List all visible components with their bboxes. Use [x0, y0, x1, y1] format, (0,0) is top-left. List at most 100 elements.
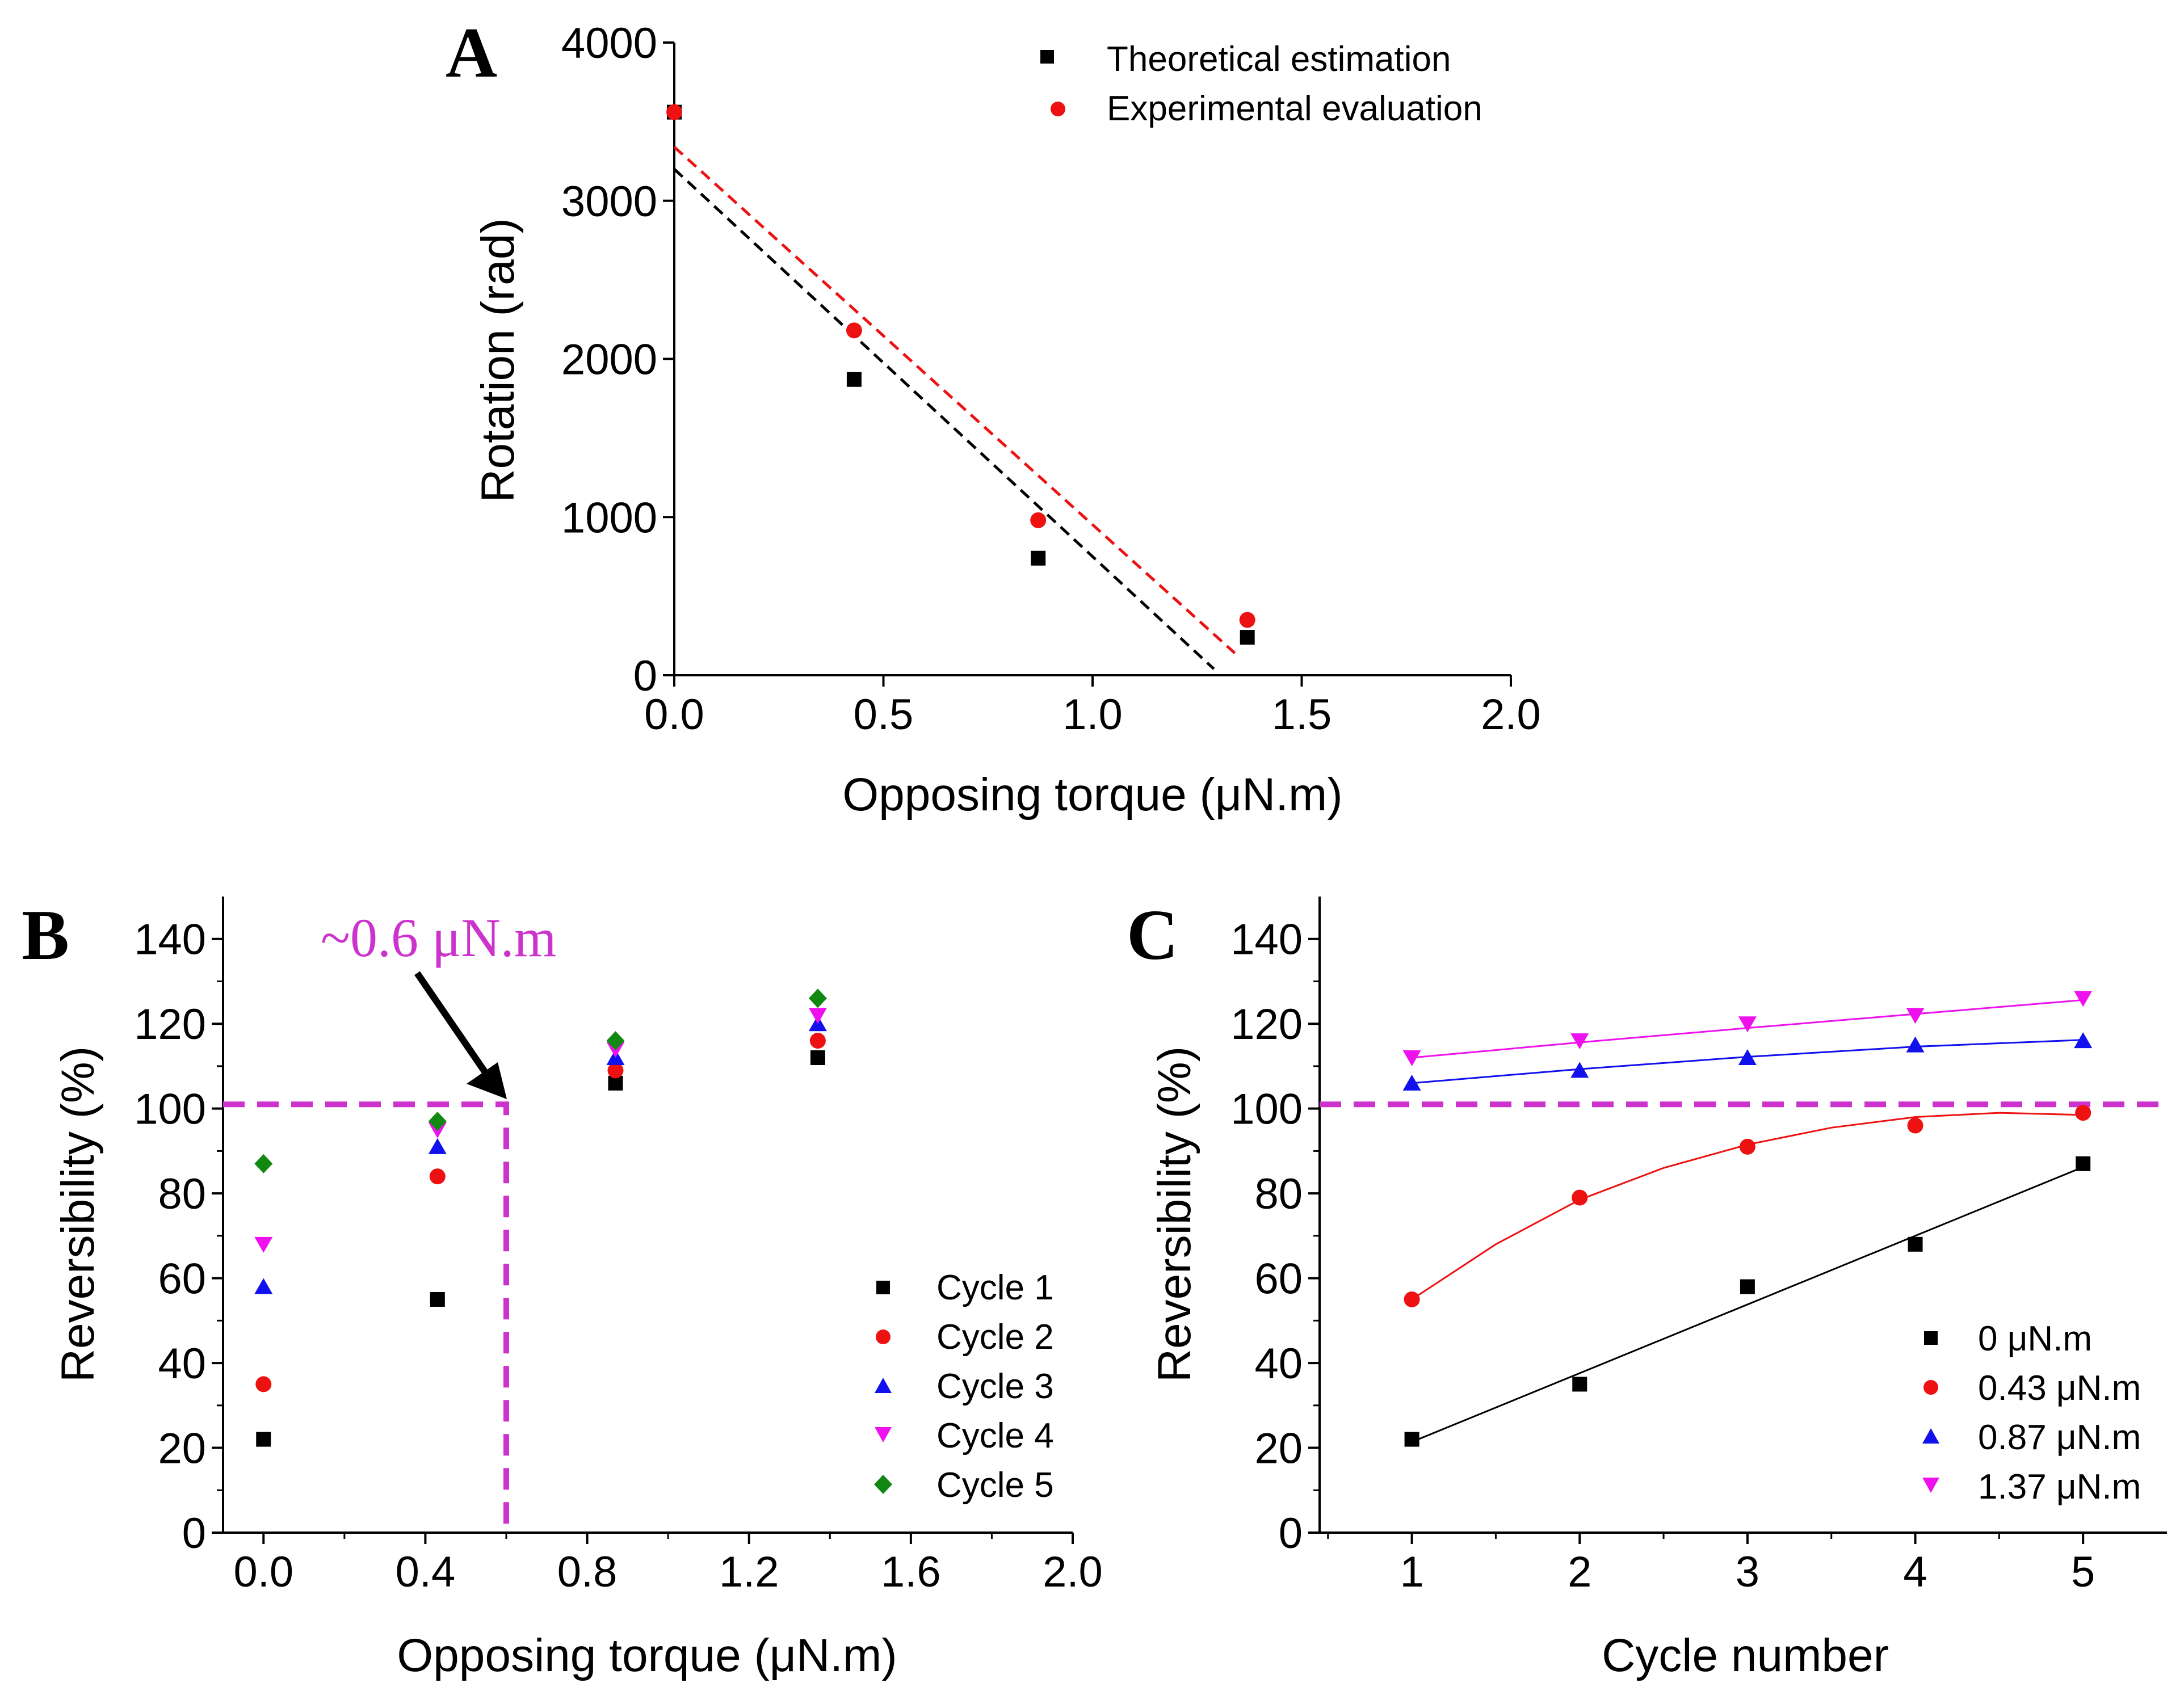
- panel-c-point-0-43-n-m: [1739, 1138, 1755, 1155]
- panel-a-point-experimental-evaluation: [666, 104, 682, 120]
- legend-label-0: 0 μN.m: [1978, 1319, 2092, 1358]
- panel-a-y-tick-label: 2000: [561, 336, 657, 384]
- legend-label-0-43: 0.43 μN.m: [1978, 1369, 2141, 1408]
- panel-c-point-0-87-n-m: [2074, 1032, 2093, 1049]
- panel-c-chart: C 1 2 3 4 5 0 20 40 60 80 100 120 140 0 μN.m 0.43 μN…: [1127, 896, 2167, 1681]
- panel-a-y-tick-label: 3000: [561, 178, 657, 226]
- panel-b-x-tick-label: 0.8: [557, 1548, 618, 1596]
- legend-marker-cycle-2: [876, 1329, 891, 1344]
- panel-b-y-tick-label: 60: [158, 1255, 206, 1303]
- panel-b-y-tick-label: 0: [182, 1509, 206, 1558]
- legend-marker-cycle-5: [874, 1475, 892, 1494]
- panel-a-axes-frame: [673, 43, 1511, 676]
- panel-b-chart: B 0.0 0.4 0.8 1.2 1.6 2.0 0 20 40 60 80 100 120 140 C…: [22, 896, 1103, 1681]
- panel-b-x-tick-label: 1.6: [881, 1548, 941, 1596]
- panel-b-point-cycle-5: [808, 988, 827, 1008]
- panel-b-point-cycle-5: [606, 1031, 625, 1051]
- legend-label-cycle-2: Cycle 2: [936, 1318, 1054, 1357]
- panel-c-point-0-n-m: [1908, 1236, 1923, 1252]
- panel-c-point-0-43-n-m: [1572, 1189, 1588, 1206]
- panel-b-point-cycle-2: [809, 1033, 826, 1049]
- panel-b-point-cycle-3: [254, 1278, 273, 1294]
- panel-a-y-tick-label: 1000: [561, 494, 657, 542]
- panel-a-fit-experimental-evaluation: [673, 146, 1236, 654]
- panel-a-x-tick-label: 1.0: [1062, 691, 1123, 739]
- panel-a-point-theoretical-estimation: [846, 372, 862, 387]
- panel-a-x-axis-label: Opposing torque (μN.m): [842, 769, 1342, 821]
- panel-a-fit-theoretical-estimation: [673, 168, 1215, 670]
- panel-b-y-axis-label: Reversibility (%): [52, 1046, 104, 1382]
- panel-c-point-0-87-n-m: [1402, 1074, 1421, 1091]
- panel-b-point-cycle-2: [607, 1062, 624, 1079]
- panel-b-y-tick-label: 140: [134, 916, 206, 964]
- panel-c-point-0-87-n-m: [1570, 1062, 1589, 1078]
- panel-c-point-0-87-n-m: [1906, 1036, 1925, 1053]
- panel-c-legend: 0 μN.m 0.43 μN.m 0.87 μN.m 1.37 μN.m: [1922, 1319, 2141, 1507]
- panel-c-letter: C: [1127, 896, 1178, 975]
- panel-b-point-cycle-2: [255, 1376, 272, 1392]
- panel-b-axes-frame: [222, 897, 1073, 1534]
- panel-c-point-0-n-m: [2076, 1156, 2091, 1171]
- panel-b-point-cycle-1: [430, 1291, 445, 1307]
- legend-marker-0: [1924, 1331, 1938, 1345]
- panel-c-point-0-43-n-m: [1907, 1117, 1923, 1134]
- panel-a-y-tick-label: 0: [633, 652, 657, 700]
- panel-c-point-1-37-n-m: [1570, 1033, 1589, 1050]
- panel-b-x-axis-label: Opposing torque (μN.m): [397, 1630, 897, 1681]
- panel-c-x-tick-label: 2: [1568, 1548, 1591, 1596]
- panel-c-y-tick-label: 140: [1230, 916, 1303, 964]
- panel-c-x-tick-label: 5: [2071, 1548, 2095, 1596]
- panel-c-point-0-n-m: [1404, 1432, 1419, 1447]
- panel-b-legend: Cycle 1 Cycle 2 Cycle 3 Cycle 4 Cycle 5: [874, 1268, 1054, 1505]
- legend-label-cycle-5: Cycle 5: [936, 1466, 1054, 1505]
- legend-label-cycle-4: Cycle 4: [936, 1416, 1054, 1455]
- legend-marker-experimental: [1051, 102, 1065, 116]
- legend-marker-theoretical: [1040, 50, 1054, 64]
- panel-c-y-tick-label: 120: [1230, 1000, 1303, 1049]
- panel-b-point-cycle-4: [808, 1008, 827, 1024]
- legend-marker-0-87: [1922, 1428, 1939, 1444]
- panel-c-y-tick-label: 100: [1230, 1085, 1303, 1134]
- legend-marker-cycle-4: [875, 1427, 892, 1442]
- panel-a-point-theoretical-estimation: [1031, 550, 1046, 566]
- panel-c-point-1-37-n-m: [1906, 1008, 1925, 1024]
- panel-b-point-cycle-1: [256, 1432, 271, 1447]
- panel-a-point-experimental-evaluation: [1239, 612, 1255, 628]
- panel-c-point-1-37-n-m: [2074, 991, 2093, 1007]
- panel-b-y-tick-label: 20: [158, 1425, 206, 1473]
- legend-marker-1-37: [1922, 1478, 1939, 1493]
- panel-b-x-tick-label: 1.2: [719, 1548, 779, 1596]
- panel-b-point-cycle-2: [429, 1168, 446, 1185]
- panel-b-point-cycle-1: [810, 1050, 825, 1065]
- legend-label-cycle-3: Cycle 3: [936, 1367, 1054, 1406]
- panel-b-x-tick-label: 2.0: [1043, 1548, 1103, 1596]
- legend-marker-cycle-3: [875, 1378, 892, 1393]
- panel-c-x-tick-label: 3: [1736, 1548, 1759, 1596]
- panel-c-y-tick-label: 0: [1279, 1509, 1303, 1558]
- panel-c-point-0-n-m: [1572, 1377, 1587, 1392]
- panel-b-point-cycle-4: [254, 1236, 273, 1253]
- panel-c-y-tick-label: 80: [1254, 1170, 1303, 1218]
- panel-b-threshold-guide: [223, 1101, 509, 1533]
- panel-b-y-tick-label: 40: [158, 1340, 206, 1388]
- panel-c-x-tick-label: 1: [1400, 1548, 1423, 1596]
- panel-a-x-tick-label: 2.0: [1481, 691, 1541, 739]
- panel-c-fit-0-n-m: [1412, 1166, 2084, 1443]
- panel-c-point-0-n-m: [1740, 1279, 1755, 1294]
- panel-b-letter: B: [22, 896, 69, 975]
- panel-c-point-0-87-n-m: [1738, 1049, 1757, 1065]
- panel-c-y-tick-label: 40: [1254, 1340, 1303, 1388]
- panel-b-y-tick-label: 120: [134, 1000, 206, 1049]
- legend-label-cycle-1: Cycle 1: [936, 1268, 1054, 1307]
- panel-a-chart: A 0.0 0.5 1.0 1.5 2.0 0 1000 2000 3000 4000 Theor…: [446, 14, 1541, 821]
- panel-b-point-cycle-5: [254, 1154, 273, 1173]
- panel-c-point-0-43-n-m: [2075, 1105, 2091, 1121]
- panel-c-point-1-37-n-m: [1402, 1050, 1421, 1066]
- legend-marker-0-43: [1923, 1380, 1938, 1395]
- panel-b-threshold-annotation: ~0.6 μN.m: [321, 907, 556, 968]
- panel-b-y-tick-label: 80: [158, 1170, 206, 1218]
- panel-c-point-0-43-n-m: [1404, 1291, 1420, 1307]
- panel-c-x-tick-label: 4: [1903, 1548, 1927, 1596]
- legend-label-experimental: Experimental evaluation: [1107, 89, 1482, 128]
- panel-c-x-axis-label: Cycle number: [1602, 1630, 1889, 1681]
